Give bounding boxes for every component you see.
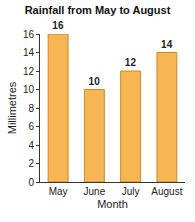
svg-text:12: 12 [125,57,137,68]
svg-text:0: 0 [28,177,34,188]
svg-text:2: 2 [28,158,34,169]
svg-text:16: 16 [23,29,35,40]
svg-text:10: 10 [89,76,101,87]
svg-text:Millimetres: Millimetres [6,81,18,134]
svg-text:August: August [151,186,182,197]
svg-text:6: 6 [28,121,34,132]
svg-text:Month: Month [97,198,128,210]
svg-text:16: 16 [52,20,64,31]
svg-text:May: May [49,186,68,197]
svg-text:June: June [84,186,106,197]
svg-text:14: 14 [23,47,35,58]
svg-text:8: 8 [28,103,34,114]
svg-text:July: July [122,186,140,197]
svg-text:12: 12 [23,66,35,77]
svg-text:4: 4 [28,140,34,151]
svg-text:14: 14 [161,39,173,50]
svg-text:Rainfall from May to August: Rainfall from May to August [25,4,171,16]
svg-text:10: 10 [23,84,35,95]
